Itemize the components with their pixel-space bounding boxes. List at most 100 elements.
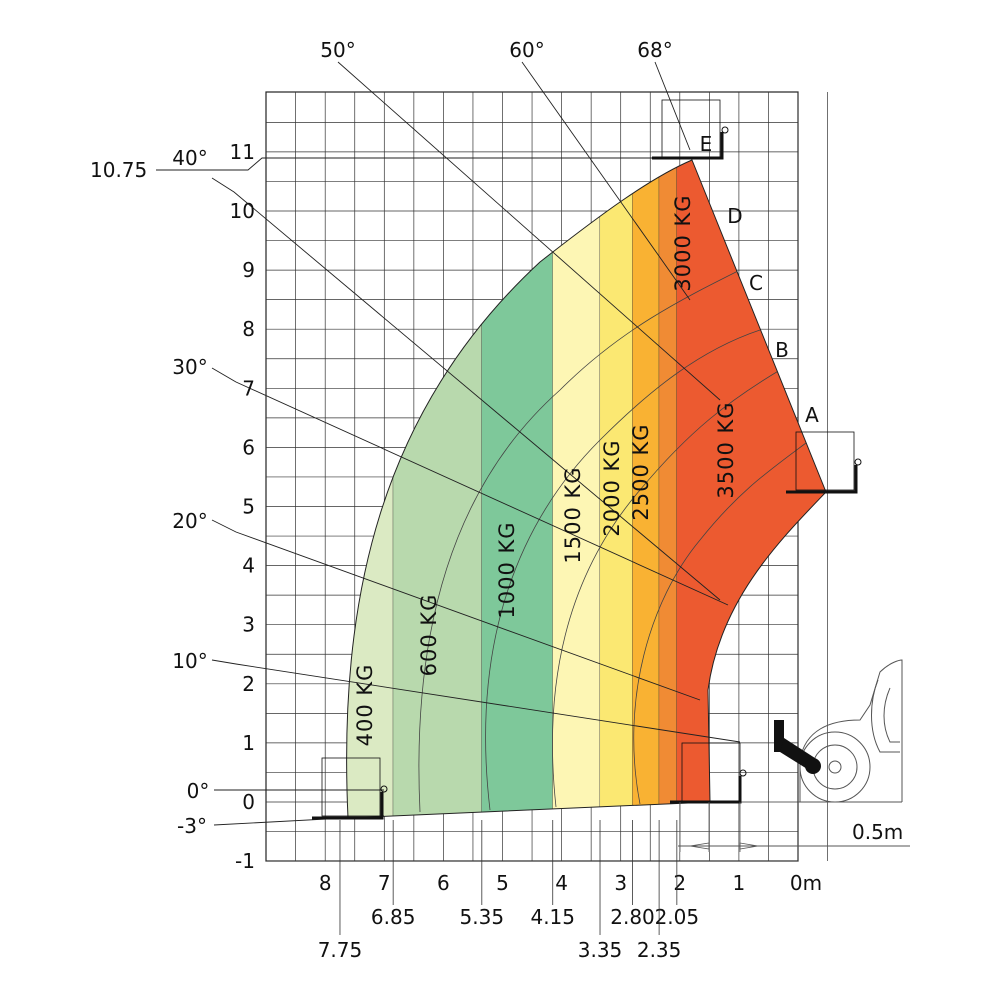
load-zone-label: 1500 KG [561, 466, 585, 563]
load-zone-label: 600 KG [417, 594, 441, 677]
y-tick-label: 9 [242, 258, 255, 282]
max-height-label: 10.75 [90, 158, 147, 182]
arc-2 [485, 329, 761, 811]
y-tick-label: 0 [242, 790, 255, 814]
fork-box-low-left [321, 757, 381, 817]
x-tick-label: 8 [319, 871, 332, 895]
machine-cab [871, 679, 900, 753]
machine-cab-inner [883, 687, 900, 743]
leader-30 [211, 367, 729, 606]
envelope-outline [346, 159, 827, 819]
x-marker-label: 7.75 [318, 938, 363, 962]
x-marker-label: 4.15 [530, 905, 575, 929]
fork-low-left [312, 792, 384, 820]
position-label-a: A [805, 403, 819, 427]
offset-markers [679, 802, 759, 852]
x-marker-label: 5.35 [460, 905, 505, 929]
x-distance-markers: 6.85 5.35 4.15 2.80 2.05 7.75 3.35 2.35 [318, 820, 699, 962]
x-marker-label: 2.35 [637, 938, 682, 962]
angle-label: 10° [172, 649, 207, 673]
load-zone-8 [676, 160, 826, 818]
load-zone-label: 2000 KG [600, 439, 624, 536]
leader-max-height [156, 157, 652, 171]
position-label-b: B [775, 338, 789, 362]
x-tick-label: 0m [790, 871, 822, 895]
leader-20 [211, 519, 701, 701]
offset-arrow-left [689, 842, 710, 850]
leader-68 [654, 61, 691, 151]
x-marker-label: 6.85 [371, 905, 416, 929]
y-tick-label: 5 [242, 495, 255, 519]
x-marker-label: 2.80 [610, 905, 655, 929]
load-zone-label: 3500 KG [714, 401, 738, 498]
x-tick-label: 1 [733, 871, 746, 895]
load-zone-4 [552, 160, 601, 818]
leader-40 [211, 177, 721, 601]
y-tick-label: 4 [242, 554, 255, 578]
load-zone-label: 2500 KG [629, 423, 653, 520]
load-zone-3 [481, 160, 553, 818]
fork-symbols [312, 99, 862, 820]
machine-hub [828, 760, 842, 774]
angle-label: 30° [172, 355, 207, 379]
angle-label: 60° [509, 38, 544, 62]
y-tick-label: 8 [242, 317, 255, 341]
x-marker-label: 3.35 [578, 938, 623, 962]
y-tick-label: 1 [242, 731, 255, 755]
x-tick-label: 7 [378, 871, 391, 895]
angle-label: 20° [172, 509, 207, 533]
angle-label: 68° [637, 38, 672, 62]
angle-label: 0° [187, 779, 210, 803]
extension-position-labels: A B C D E [700, 132, 819, 427]
boom-end [805, 758, 821, 774]
x-tick-label: 2 [673, 871, 686, 895]
angle-label: 40° [172, 146, 207, 170]
fork-pin-low-left [380, 785, 388, 793]
angle-leaders [156, 61, 741, 826]
fork-pin-low-right [739, 769, 747, 777]
x-axis-ticks: 8 7 6 5 4 3 2 1 0m [319, 871, 822, 895]
position-label-d: D [727, 204, 742, 228]
y-tick-label: 10 [230, 199, 255, 223]
x-tick-label: 4 [555, 871, 568, 895]
fork-a [786, 465, 858, 494]
extension-arcs [418, 269, 811, 813]
y-tick-label: 6 [242, 435, 255, 459]
load-zone-label: 1000 KG [495, 521, 519, 618]
offset-arrow-right [739, 842, 759, 850]
position-label-c: C [749, 271, 763, 295]
arc-3 [552, 369, 781, 808]
fork-pin-e [721, 126, 729, 134]
load-zone-label: 3000 KG [671, 194, 695, 291]
load-zone-7 [659, 160, 677, 818]
y-tick-label: 11 [230, 140, 255, 164]
x-tick-label: 6 [437, 871, 450, 895]
leader-60 [521, 61, 691, 301]
y-tick-label: 2 [242, 672, 255, 696]
machine-body [799, 659, 903, 802]
load-zone-labels: 400 KG 600 KG 1000 KG 1500 KG 2000 KG 2500 KG… [353, 194, 738, 746]
offset-label: 0.5m [852, 820, 903, 844]
boom-base [774, 720, 821, 774]
angle-labels: 50° 60° 68° 40° 30° 20° 10° 0° -3° [172, 38, 672, 838]
arc-4 [633, 439, 811, 805]
load-zone-2 [393, 160, 482, 818]
y-tick-label: 7 [242, 376, 255, 400]
load-zone-5 [600, 160, 633, 818]
leader-10 [211, 659, 741, 743]
leader-50 [337, 61, 721, 401]
fork-pin-a [854, 458, 862, 466]
machine-outline [678, 659, 910, 847]
x-tick-label: 5 [496, 871, 509, 895]
y-tick-label: -1 [235, 849, 255, 873]
x-tick-label: 3 [614, 871, 627, 895]
arc-1 [418, 269, 741, 813]
load-zone-label: 400 KG [353, 664, 377, 747]
y-tick-label: 3 [242, 613, 255, 637]
angle-label: 50° [320, 38, 355, 62]
x-marker-label: 2.05 [655, 905, 700, 929]
boom-pivot [774, 720, 784, 752]
fork-e [652, 132, 724, 160]
